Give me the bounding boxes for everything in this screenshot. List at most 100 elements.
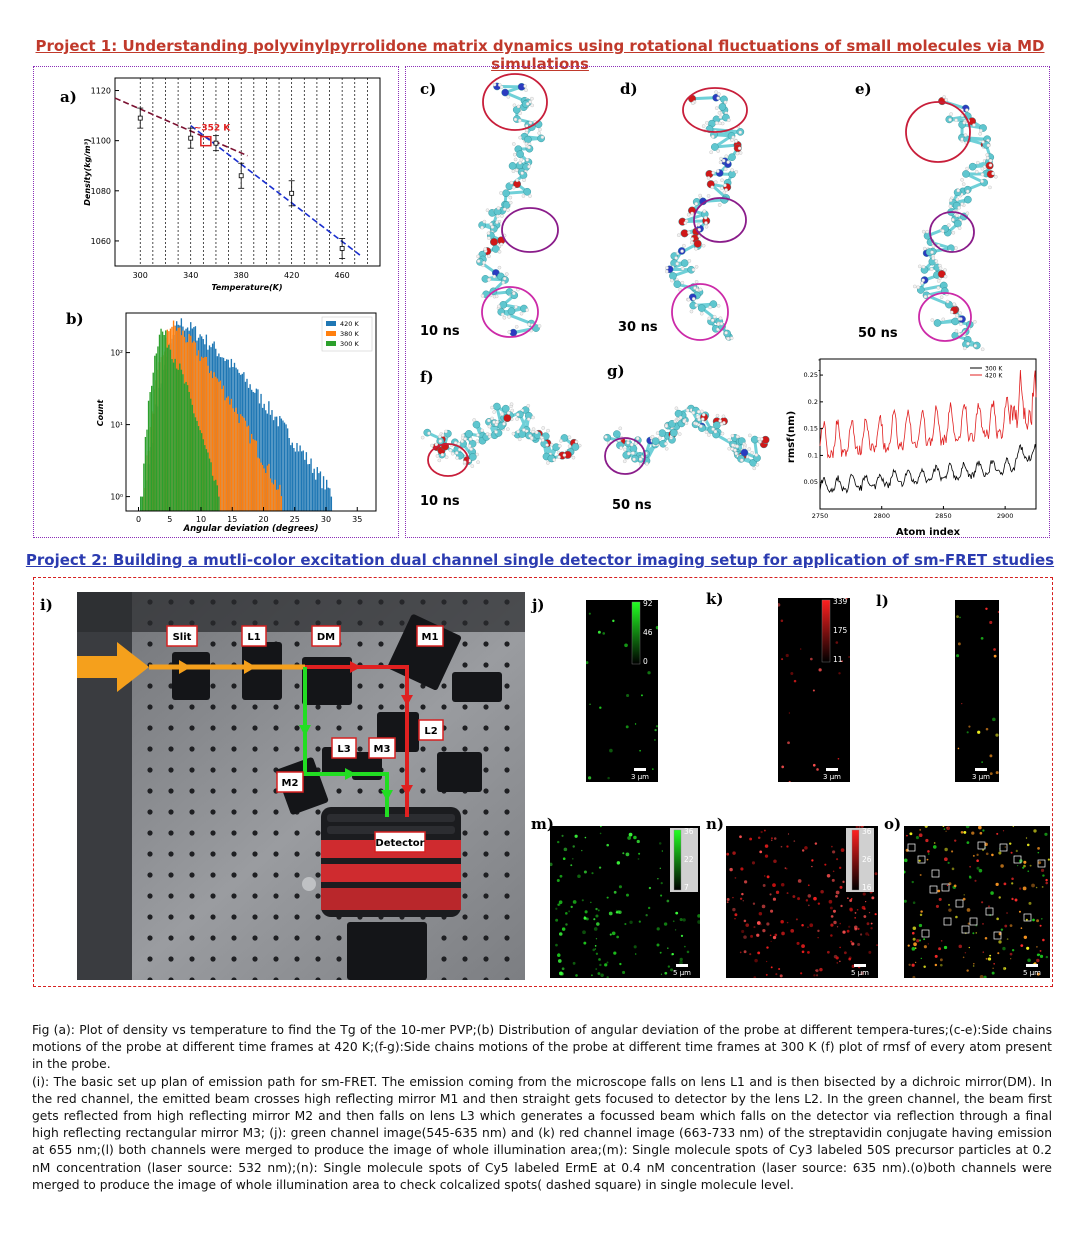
fluorescent-spot xyxy=(996,832,999,835)
fluorescent-spot xyxy=(919,829,921,831)
histogram-bar xyxy=(252,439,254,511)
fluorescent-spot xyxy=(619,962,622,966)
hydrogen-atom xyxy=(513,152,517,157)
hydrogen-atom xyxy=(480,294,485,298)
fluorescent-spot xyxy=(753,926,756,929)
fluorescent-spot xyxy=(756,921,761,925)
hydrogen-atom xyxy=(963,346,967,351)
x-tick-label: 2850 xyxy=(935,512,952,520)
fluorescent-spot xyxy=(799,648,802,650)
fluorescent-spot xyxy=(814,842,818,845)
fluorescent-spot xyxy=(923,965,926,968)
hydrogen-atom xyxy=(699,424,703,429)
scale-bar xyxy=(676,964,688,967)
hydrogen-atom xyxy=(500,412,504,416)
fluorescent-spot xyxy=(962,897,966,901)
histogram-bar xyxy=(179,363,181,511)
red-arrow xyxy=(401,695,413,706)
atom xyxy=(728,153,736,161)
hydrogen-atom xyxy=(711,134,715,139)
atom xyxy=(968,162,977,171)
hydrogen-atom xyxy=(939,295,944,299)
fluorescent-spot xyxy=(920,910,923,913)
legend-entry: 300 K xyxy=(340,340,359,348)
hydrogen-atom xyxy=(460,439,464,444)
x-tick-label: 5 xyxy=(167,515,172,524)
histogram-bar xyxy=(246,426,248,511)
histogram-bar xyxy=(143,463,145,511)
fluorescent-spot xyxy=(830,915,834,918)
hydrogen-atom xyxy=(525,308,529,312)
hydrogen-atom xyxy=(485,208,490,212)
fluorescent-spot xyxy=(583,870,587,874)
hydrogen-atom xyxy=(687,259,692,263)
hydrogen-atom xyxy=(721,414,726,419)
fluorescent-spot xyxy=(594,948,597,950)
atom xyxy=(680,229,689,238)
fluorescent-spot xyxy=(744,880,748,884)
hydrogen-atom xyxy=(918,264,922,269)
fluorescent-spot xyxy=(996,917,999,921)
hydrogen-atom xyxy=(931,256,935,261)
histogram-bar xyxy=(208,458,211,511)
fluorescent-spot xyxy=(1045,878,1048,882)
fluorescent-spot xyxy=(561,967,565,971)
hydrogen-atom xyxy=(733,448,737,452)
fluorescent-spot xyxy=(851,942,855,946)
fluorescent-spot xyxy=(595,968,598,970)
component-labels: Slit L1 DM M1 L2 L3 M3 M2 Detector xyxy=(166,625,444,853)
colorbar-tick-label: 36 xyxy=(684,827,694,836)
histogram-bar xyxy=(144,436,147,511)
micrograph-m-cy3: 5 μm 36 22 7 xyxy=(550,826,700,978)
fluorescent-spot xyxy=(991,853,994,857)
fluorescent-spot xyxy=(978,868,983,873)
hydrogen-atom xyxy=(738,151,743,155)
hydrogen-atom xyxy=(562,453,567,457)
hydrogen-atom xyxy=(444,429,448,434)
fluorescent-spot xyxy=(918,939,922,942)
fluorescent-spot xyxy=(660,973,663,975)
hydrogen-atom xyxy=(737,146,742,151)
histogram-bar xyxy=(255,440,258,511)
histogram-bar xyxy=(276,416,278,511)
histogram-bar xyxy=(213,372,215,511)
hydrogen-atom xyxy=(690,211,694,216)
fluorescent-spot xyxy=(606,976,609,978)
histogram-bar xyxy=(269,478,272,511)
histogram-bar xyxy=(258,403,261,511)
fluorescent-spot xyxy=(836,858,839,861)
fluorescent-spot xyxy=(813,974,816,977)
hydrogen-atom xyxy=(721,158,726,163)
fluorescent-spot xyxy=(659,867,661,870)
panel-label-c: c) xyxy=(420,80,437,98)
fluorescent-spot xyxy=(835,890,840,895)
fluorescent-spot xyxy=(1011,877,1014,881)
histogram-bar xyxy=(160,328,162,511)
hydrogen-atom xyxy=(700,409,704,414)
hydrogen-atom xyxy=(957,317,962,321)
hydrogen-atom xyxy=(701,412,706,417)
hydrogen-atom xyxy=(670,278,674,283)
atom xyxy=(490,237,499,246)
hydrogen-atom xyxy=(963,133,968,137)
fluorescent-spot xyxy=(1025,837,1028,839)
fluorescent-spot xyxy=(572,961,576,965)
fluorescent-spot xyxy=(976,853,979,856)
hydrogen-atom xyxy=(934,259,939,263)
fluorescent-spot xyxy=(976,866,980,870)
bond xyxy=(920,284,945,292)
hydrogen-atom xyxy=(955,313,959,318)
histogram-bar xyxy=(193,413,195,511)
hydrogen-atom xyxy=(698,193,702,198)
fluorescent-spot xyxy=(813,896,817,901)
atom xyxy=(516,150,524,158)
atom xyxy=(951,317,959,326)
fluorescent-spot xyxy=(966,731,969,734)
histogram-bar xyxy=(196,420,198,511)
fluorescent-spot xyxy=(989,954,992,957)
fluorescent-spot xyxy=(991,971,995,975)
hydrogen-atom xyxy=(726,336,730,341)
fluorescent-spot xyxy=(595,914,599,918)
hydrogen-atom xyxy=(708,305,712,310)
fluorescent-spot xyxy=(817,929,820,933)
